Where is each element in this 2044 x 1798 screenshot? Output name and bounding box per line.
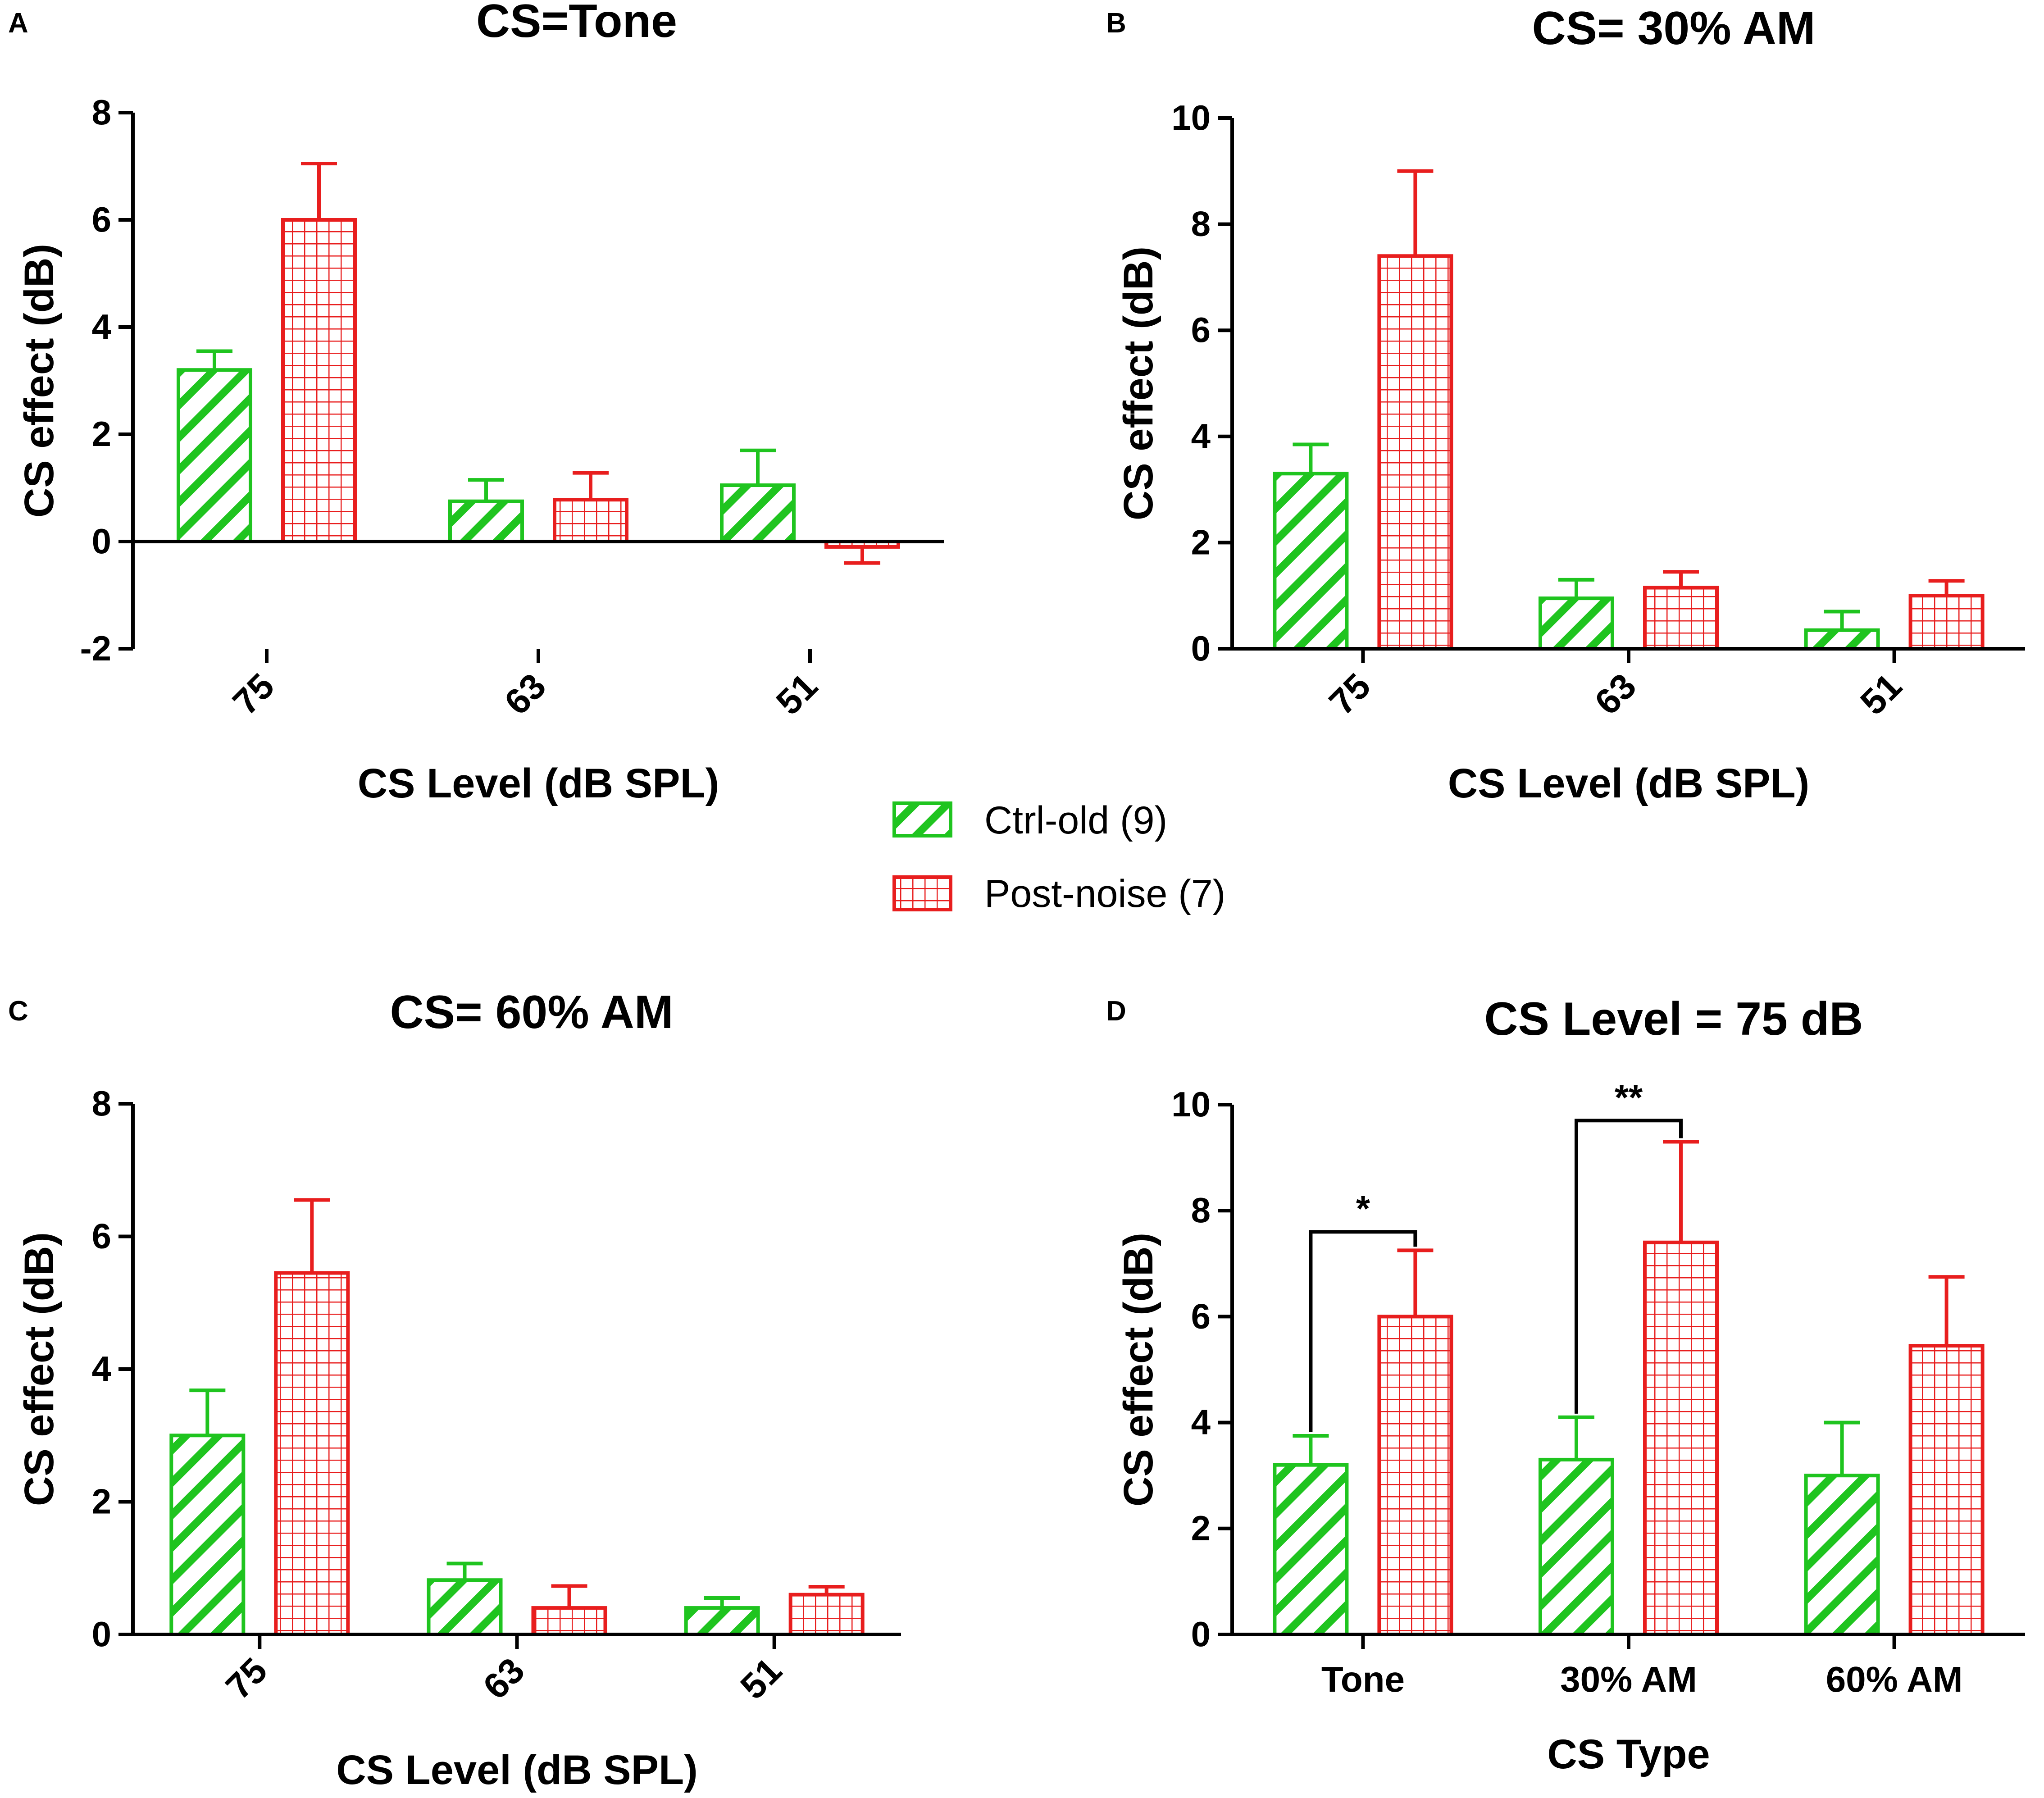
y-tick-label-c: 4 [92, 1349, 111, 1388]
chart-title-c: CS= 60% AM [390, 986, 673, 1038]
significance-marker-d: ** [1615, 1077, 1643, 1117]
chart-title-b: CS= 30% AM [1532, 2, 1815, 55]
y-tick-label-b: 0 [1191, 628, 1211, 668]
bar-ctrl-a [720, 483, 796, 544]
bar-ctrl-d [1273, 1463, 1349, 1636]
bar-post-d [1908, 1344, 1985, 1637]
y-tick-label-c: 2 [92, 1482, 111, 1521]
panel-letter-a: A [8, 8, 28, 39]
y-tick-label-d: 2 [1191, 1508, 1211, 1548]
chart-panel-c: CS= 60% AM 0 2 4 6 8 CS effect (dB) 75 63 51 CS Le… [16, 986, 901, 1793]
y-tick-label-d: 10 [1171, 1084, 1211, 1124]
panel-letter-b: B [1106, 8, 1126, 39]
x-tick-label-a: 51 [769, 666, 825, 723]
x-tick-label-c: 63 [475, 1650, 532, 1707]
x-tick-label-d: 60% AM [1826, 1659, 1963, 1699]
bar-post-b [1643, 586, 1719, 651]
x-axis-title-a: CS Level (dB SPL) [358, 760, 719, 806]
bar-ctrl-b [1539, 596, 1614, 651]
x-tick-label-d: 30% AM [1560, 1659, 1697, 1699]
x-axis-title-b: CS Level (dB SPL) [1448, 760, 1810, 806]
y-tick-label-b: 4 [1191, 416, 1211, 456]
y-tick-label-a: 6 [92, 200, 111, 239]
chart-title-d: CS Level = 75 dB [1484, 993, 1863, 1045]
bar-ctrl-b [1804, 628, 1880, 651]
x-tick-label-d: Tone [1321, 1659, 1405, 1699]
x-tick-label-b: 63 [1587, 666, 1644, 723]
y-tick-label-a: 4 [92, 307, 111, 346]
bar-ctrl-c [169, 1434, 246, 1636]
x-tick-label-b: 51 [1853, 666, 1909, 723]
bar-ctrl-d [1804, 1474, 1880, 1636]
y-axis-title-d: CS effect (dB) [1115, 1233, 1161, 1507]
panel-letter-c: C [8, 996, 28, 1027]
y-tick-label-b: 2 [1191, 522, 1211, 562]
bar-ctrl-d [1539, 1457, 1614, 1636]
bar-ctrl-a [177, 368, 252, 543]
x-tick-label-a: 75 [225, 666, 282, 723]
chart-title-a: CS=Tone [476, 0, 677, 47]
panel-letter-d: D [1106, 996, 1126, 1027]
y-tick-label-a: 2 [92, 414, 111, 454]
y-axis-title-c: CS effect (dB) [16, 1232, 62, 1506]
bar-ctrl-a [448, 499, 524, 543]
y-tick-label-d: 8 [1191, 1190, 1211, 1230]
significance-marker-d: * [1356, 1188, 1370, 1229]
bar-post-a [553, 498, 628, 544]
bar-post-c [788, 1593, 865, 1636]
y-tick-label-c: 8 [92, 1083, 111, 1123]
legend-swatch-ctrl [892, 801, 952, 838]
x-tick-label-c: 51 [733, 1650, 789, 1707]
bar-post-b [1908, 594, 1985, 651]
chart-panel-d: CS Level = 75 dB 0 2 4 6 8 10 CS effect (dB) Ton… [1115, 993, 2025, 1777]
y-tick-label-d: 6 [1191, 1296, 1211, 1336]
y-tick-label-a: 0 [92, 521, 111, 561]
bar-post-b [1377, 254, 1453, 651]
significance-bracket-d [1309, 1230, 1417, 1432]
y-tick-label-d: 0 [1191, 1614, 1211, 1654]
y-tick-label-b: 10 [1171, 98, 1211, 137]
legend: Ctrl-old (9) Post-noise (7) [892, 799, 1225, 915]
bar-post-d [1377, 1315, 1453, 1636]
x-tick-label-a: 63 [497, 666, 554, 723]
legend-label-post: Post-noise (7) [984, 872, 1225, 915]
y-tick-label-a: -2 [80, 628, 111, 668]
y-tick-label-b: 6 [1191, 310, 1211, 350]
x-tick-label-c: 75 [218, 1650, 275, 1707]
x-axis-title-c: CS Level (dB SPL) [336, 1747, 698, 1793]
chart-panel-a: CS=Tone -2 0 2 4 6 8 CS effect (dB) 75 63 51 CS Lev… [16, 0, 944, 806]
x-tick-label-b: 75 [1321, 666, 1378, 723]
significance-bracket-d [1575, 1119, 1683, 1414]
legend-swatch-post [892, 875, 952, 911]
chart-panel-b: CS= 30% AM 0 2 4 6 8 10 CS effect (dB) 75 63 51 CS … [1115, 2, 2025, 806]
x-axis-title-d: CS Type [1547, 1731, 1710, 1777]
charts-group: CS=Tone -2 0 2 4 6 8 CS effect (dB) 75 63 51 CS Lev… [16, 0, 2025, 1793]
y-tick-label-a: 8 [92, 92, 111, 132]
y-tick-label-c: 0 [92, 1614, 111, 1654]
legend-label-ctrl: Ctrl-old (9) [984, 799, 1167, 842]
y-tick-label-c: 6 [92, 1216, 111, 1256]
bar-post-c [531, 1606, 607, 1637]
bar-post-d [1643, 1240, 1719, 1636]
y-axis-title-a: CS effect (dB) [16, 244, 62, 518]
y-axis-title-b: CS effect (dB) [1115, 246, 1161, 520]
y-tick-label-d: 4 [1191, 1402, 1211, 1442]
bar-ctrl-b [1273, 472, 1349, 651]
bar-post-c [274, 1271, 350, 1637]
bar-post-a [281, 218, 357, 543]
y-tick-label-b: 8 [1191, 204, 1211, 244]
bar-ctrl-c [684, 1606, 760, 1637]
bar-ctrl-c [427, 1578, 503, 1636]
